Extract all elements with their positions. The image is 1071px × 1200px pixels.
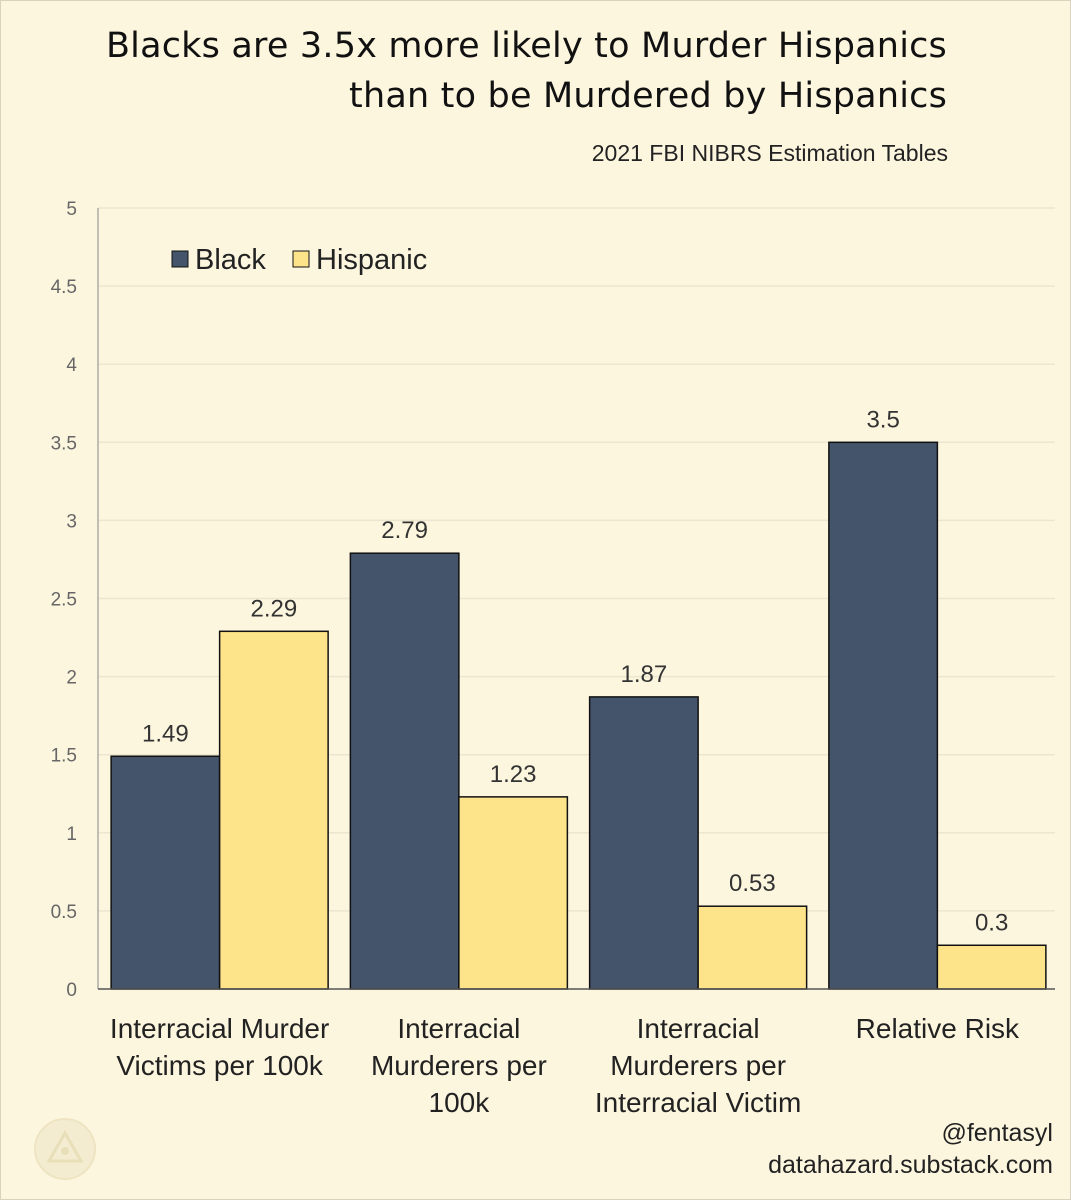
data-label: 2.29 <box>251 595 298 622</box>
legend-label-hispanic: Hispanic <box>316 244 427 276</box>
x-category-label: Victims per 100k <box>116 1050 323 1081</box>
bar-hispanic <box>697 905 808 990</box>
bar-hispanic <box>458 796 569 990</box>
x-category-label: Relative Risk <box>856 1013 1020 1044</box>
data-label: 0.53 <box>729 870 776 897</box>
y-tick-label: 3.5 <box>51 433 77 454</box>
x-category-label: Murderers per <box>371 1050 547 1081</box>
y-tick-label: 1 <box>66 824 77 845</box>
legend-label-black: Black <box>195 244 266 276</box>
data-label: 1.23 <box>490 761 537 788</box>
legend-swatch-hispanic <box>292 250 310 268</box>
data-label: 1.49 <box>142 720 189 747</box>
y-tick-label: 3 <box>66 511 77 532</box>
bar-hispanic <box>936 944 1047 990</box>
data-label: 2.79 <box>381 517 428 544</box>
x-category-label: Interracial <box>637 1013 760 1044</box>
bar-black <box>349 552 460 990</box>
x-category-label: Interracial <box>397 1013 520 1044</box>
x-category-label: Interracial Murder <box>110 1013 329 1044</box>
y-tick-label: 2.5 <box>51 590 77 611</box>
y-tick-label: 4 <box>66 355 77 376</box>
chart-title-line-2: than to be Murdered by Hispanics <box>349 76 947 116</box>
y-tick-label: 0.5 <box>51 902 77 923</box>
legend-swatch-black <box>171 250 189 268</box>
credit-site: datahazard.substack.com <box>768 1151 1053 1179</box>
x-category-label: Murderers per <box>610 1050 786 1081</box>
data-label: 1.87 <box>621 661 668 688</box>
chart-subtitle: 2021 FBI NIBRS Estimation Tables <box>591 140 948 166</box>
y-tick-label: 1.5 <box>51 746 77 767</box>
credit-handle: @fentasyl <box>941 1119 1053 1147</box>
y-tick-label: 4.5 <box>51 277 77 298</box>
y-tick-label: 5 <box>66 199 77 220</box>
legend: Black Hispanic <box>171 244 427 276</box>
watermark-logo <box>34 1118 96 1180</box>
y-tick-label: 2 <box>66 668 77 689</box>
x-category-label: Interracial Victim <box>595 1087 801 1118</box>
data-label: 3.5 <box>866 406 899 433</box>
data-label: 0.3 <box>975 909 1008 936</box>
bar-black <box>110 755 221 990</box>
chart-title-line-1: Blacks are 3.5x more likely to Murder Hi… <box>105 26 947 66</box>
bar-black <box>828 441 939 990</box>
bar-black <box>588 696 699 990</box>
y-tick-label: 0 <box>66 980 77 1001</box>
x-category-label: 100k <box>429 1087 491 1118</box>
bar-hispanic <box>218 630 329 990</box>
